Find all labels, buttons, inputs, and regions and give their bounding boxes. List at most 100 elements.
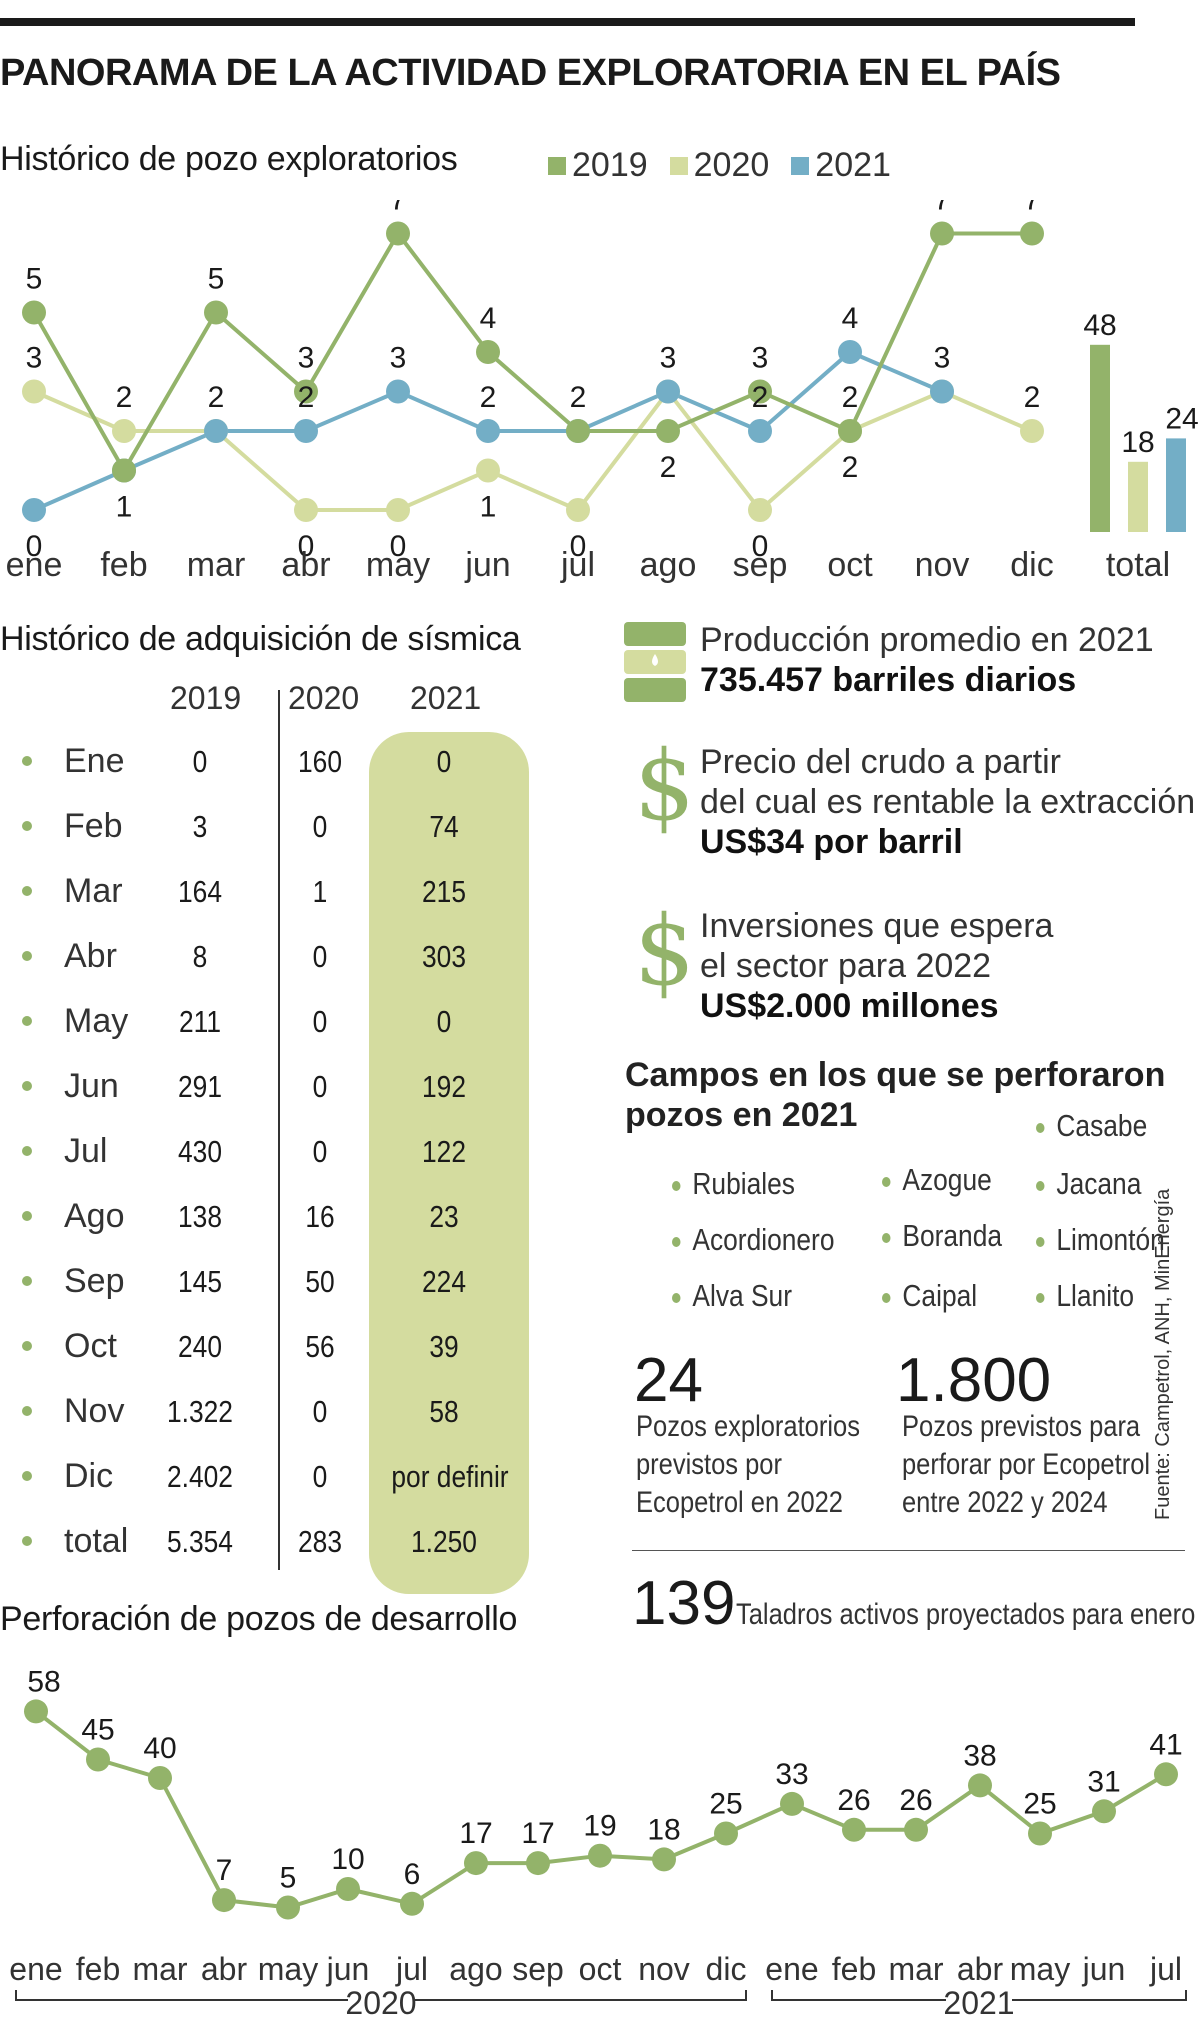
x-tick-4: may (258, 1951, 318, 1987)
data-label-2021-abr: 2 (298, 381, 315, 414)
group-label-2020: 2020 (345, 1985, 416, 2019)
table-row: Ago 138 16 23 (0, 1185, 540, 1250)
divider (632, 1550, 1185, 1551)
point-2020-dic (1020, 419, 1044, 443)
data-label-13: 26 (837, 1784, 870, 1817)
x-tick-may: may (366, 546, 430, 584)
row-month: Feb (64, 807, 123, 845)
cell-2021: 192 (422, 1069, 466, 1104)
total-label-2021: 24 (1165, 402, 1198, 435)
bullet-dot (22, 1016, 32, 1026)
point-4 (276, 1895, 300, 1920)
x-tick-oct: oct (827, 546, 873, 584)
x-tick-dic: dic (1010, 546, 1053, 584)
data-label-2019-feb: 1 (116, 491, 133, 524)
campo-name: Casabe (1056, 1108, 1148, 1143)
price-line1: Precio del crudo a partir (700, 743, 1061, 781)
point-2020-abr (294, 498, 318, 522)
cell-2019: 240 (178, 1329, 222, 1364)
x-tick-mar: mar (187, 546, 246, 584)
cell-2020: 0 (312, 1134, 328, 1169)
price-line2: del cual es rentable la extracción (700, 783, 1196, 821)
page-title: PANORAMA DE LA ACTIVIDAD EXPLORATORIA EN… (0, 52, 1061, 94)
bullet-dot (22, 1211, 32, 1221)
production-label: Producción promedio en 2021 (700, 621, 1154, 659)
x-tick-nov: nov (915, 546, 970, 584)
table-row: Abr 8 0 303 (0, 925, 540, 990)
pozos-desc-line2: previstos por (636, 1448, 782, 1481)
data-label-2021-may: 3 (390, 342, 407, 375)
bullet-dot (22, 1471, 32, 1481)
campo-name: Acordionero (692, 1222, 835, 1257)
data-label-2019-abr: 3 (298, 342, 315, 375)
row-month: Abr (64, 937, 117, 975)
bullet-dot (22, 1146, 32, 1156)
bullet-dot (22, 821, 32, 831)
production-value: 735.457 barriles diarios (700, 660, 1154, 700)
bullet-dot (22, 886, 32, 896)
cell-2019: 430 (178, 1134, 222, 1169)
data-label-2019-ene: 5 (26, 263, 43, 296)
top-rule (0, 18, 1135, 26)
cell-2021: 39 (429, 1329, 459, 1364)
x-tick-13: feb (832, 1951, 876, 1987)
point-0 (24, 1699, 48, 1724)
data-label-6: 6 (404, 1858, 421, 1891)
cell-2020: 16 (305, 1199, 335, 1234)
cell-2021: 74 (429, 809, 459, 844)
taladros-desc: Taladros activos proyectados para enero (736, 1598, 1196, 1631)
bullet-dot (22, 1536, 32, 1546)
total-label-2020: 18 (1121, 426, 1154, 459)
data-label-0: 58 (27, 1665, 60, 1698)
cell-2020: 0 (312, 1069, 328, 1104)
cell-2019: 211 (178, 1004, 221, 1039)
header-2021: 2021 (410, 680, 482, 716)
desarrollo-title: Perforación de pozos de desarrollo (0, 1600, 518, 1638)
point-8 (526, 1851, 550, 1876)
data-label-2020-ene: 3 (26, 342, 43, 375)
cell-2021: 1.250 (411, 1524, 477, 1559)
total-label-2019: 48 (1083, 309, 1116, 342)
data-label-2020-sep: 0 (752, 530, 769, 563)
point-2019-oct (838, 419, 862, 443)
taladros-number: 139 (632, 1569, 736, 1638)
table-row: Jul 430 0 122 (0, 1120, 540, 1185)
point-2019-mar (204, 300, 228, 325)
data-label-2: 40 (143, 1732, 176, 1765)
legend-swatch-2019 (548, 156, 566, 175)
investment-value: US$2.000 millones (700, 986, 1053, 1026)
data-label-2020-jul: 0 (570, 530, 587, 563)
data-label-14: 26 (899, 1784, 932, 1817)
dollar-icon: $ (634, 730, 696, 842)
point-12 (780, 1791, 804, 1816)
bullet-dot (1036, 1180, 1045, 1191)
point-16 (1028, 1821, 1052, 1846)
x-tick-2: mar (132, 1951, 187, 1987)
data-label-2020-ago: 3 (660, 342, 677, 375)
perf-desc-line1: Pozos previstos para (902, 1410, 1141, 1443)
data-label-4: 5 (280, 1862, 297, 1895)
row-month: Mar (64, 872, 123, 910)
bullet-dot (672, 1292, 681, 1303)
x-tick-11: dic (706, 1951, 747, 1987)
cell-2020: 283 (298, 1524, 342, 1559)
legend-swatch-2020 (669, 156, 688, 175)
x-tick-sep: sep (733, 546, 788, 584)
data-label-15: 38 (963, 1739, 996, 1772)
row-month: Ene (64, 742, 125, 780)
point-2021-ene (22, 498, 46, 522)
bullet-dot (1036, 1236, 1045, 1247)
cell-2019: 0 (192, 744, 208, 779)
legend-label-2019: 2019 (572, 146, 648, 184)
legend-item-2021: 2021 (791, 146, 891, 185)
total-bar-2019 (1090, 344, 1110, 532)
data-label-2019-may: 7 (390, 200, 407, 217)
campo-item: Alva Sur (672, 1278, 792, 1314)
x-tick-6: jul (395, 1951, 428, 1987)
x-tick-3: abr (201, 1951, 248, 1987)
x-tick-total: total (1106, 546, 1170, 584)
dollar-icon-2: $ (634, 895, 696, 1007)
table-row: total 5.354 283 1.250 (0, 1510, 540, 1575)
data-label-17: 31 (1087, 1765, 1120, 1798)
